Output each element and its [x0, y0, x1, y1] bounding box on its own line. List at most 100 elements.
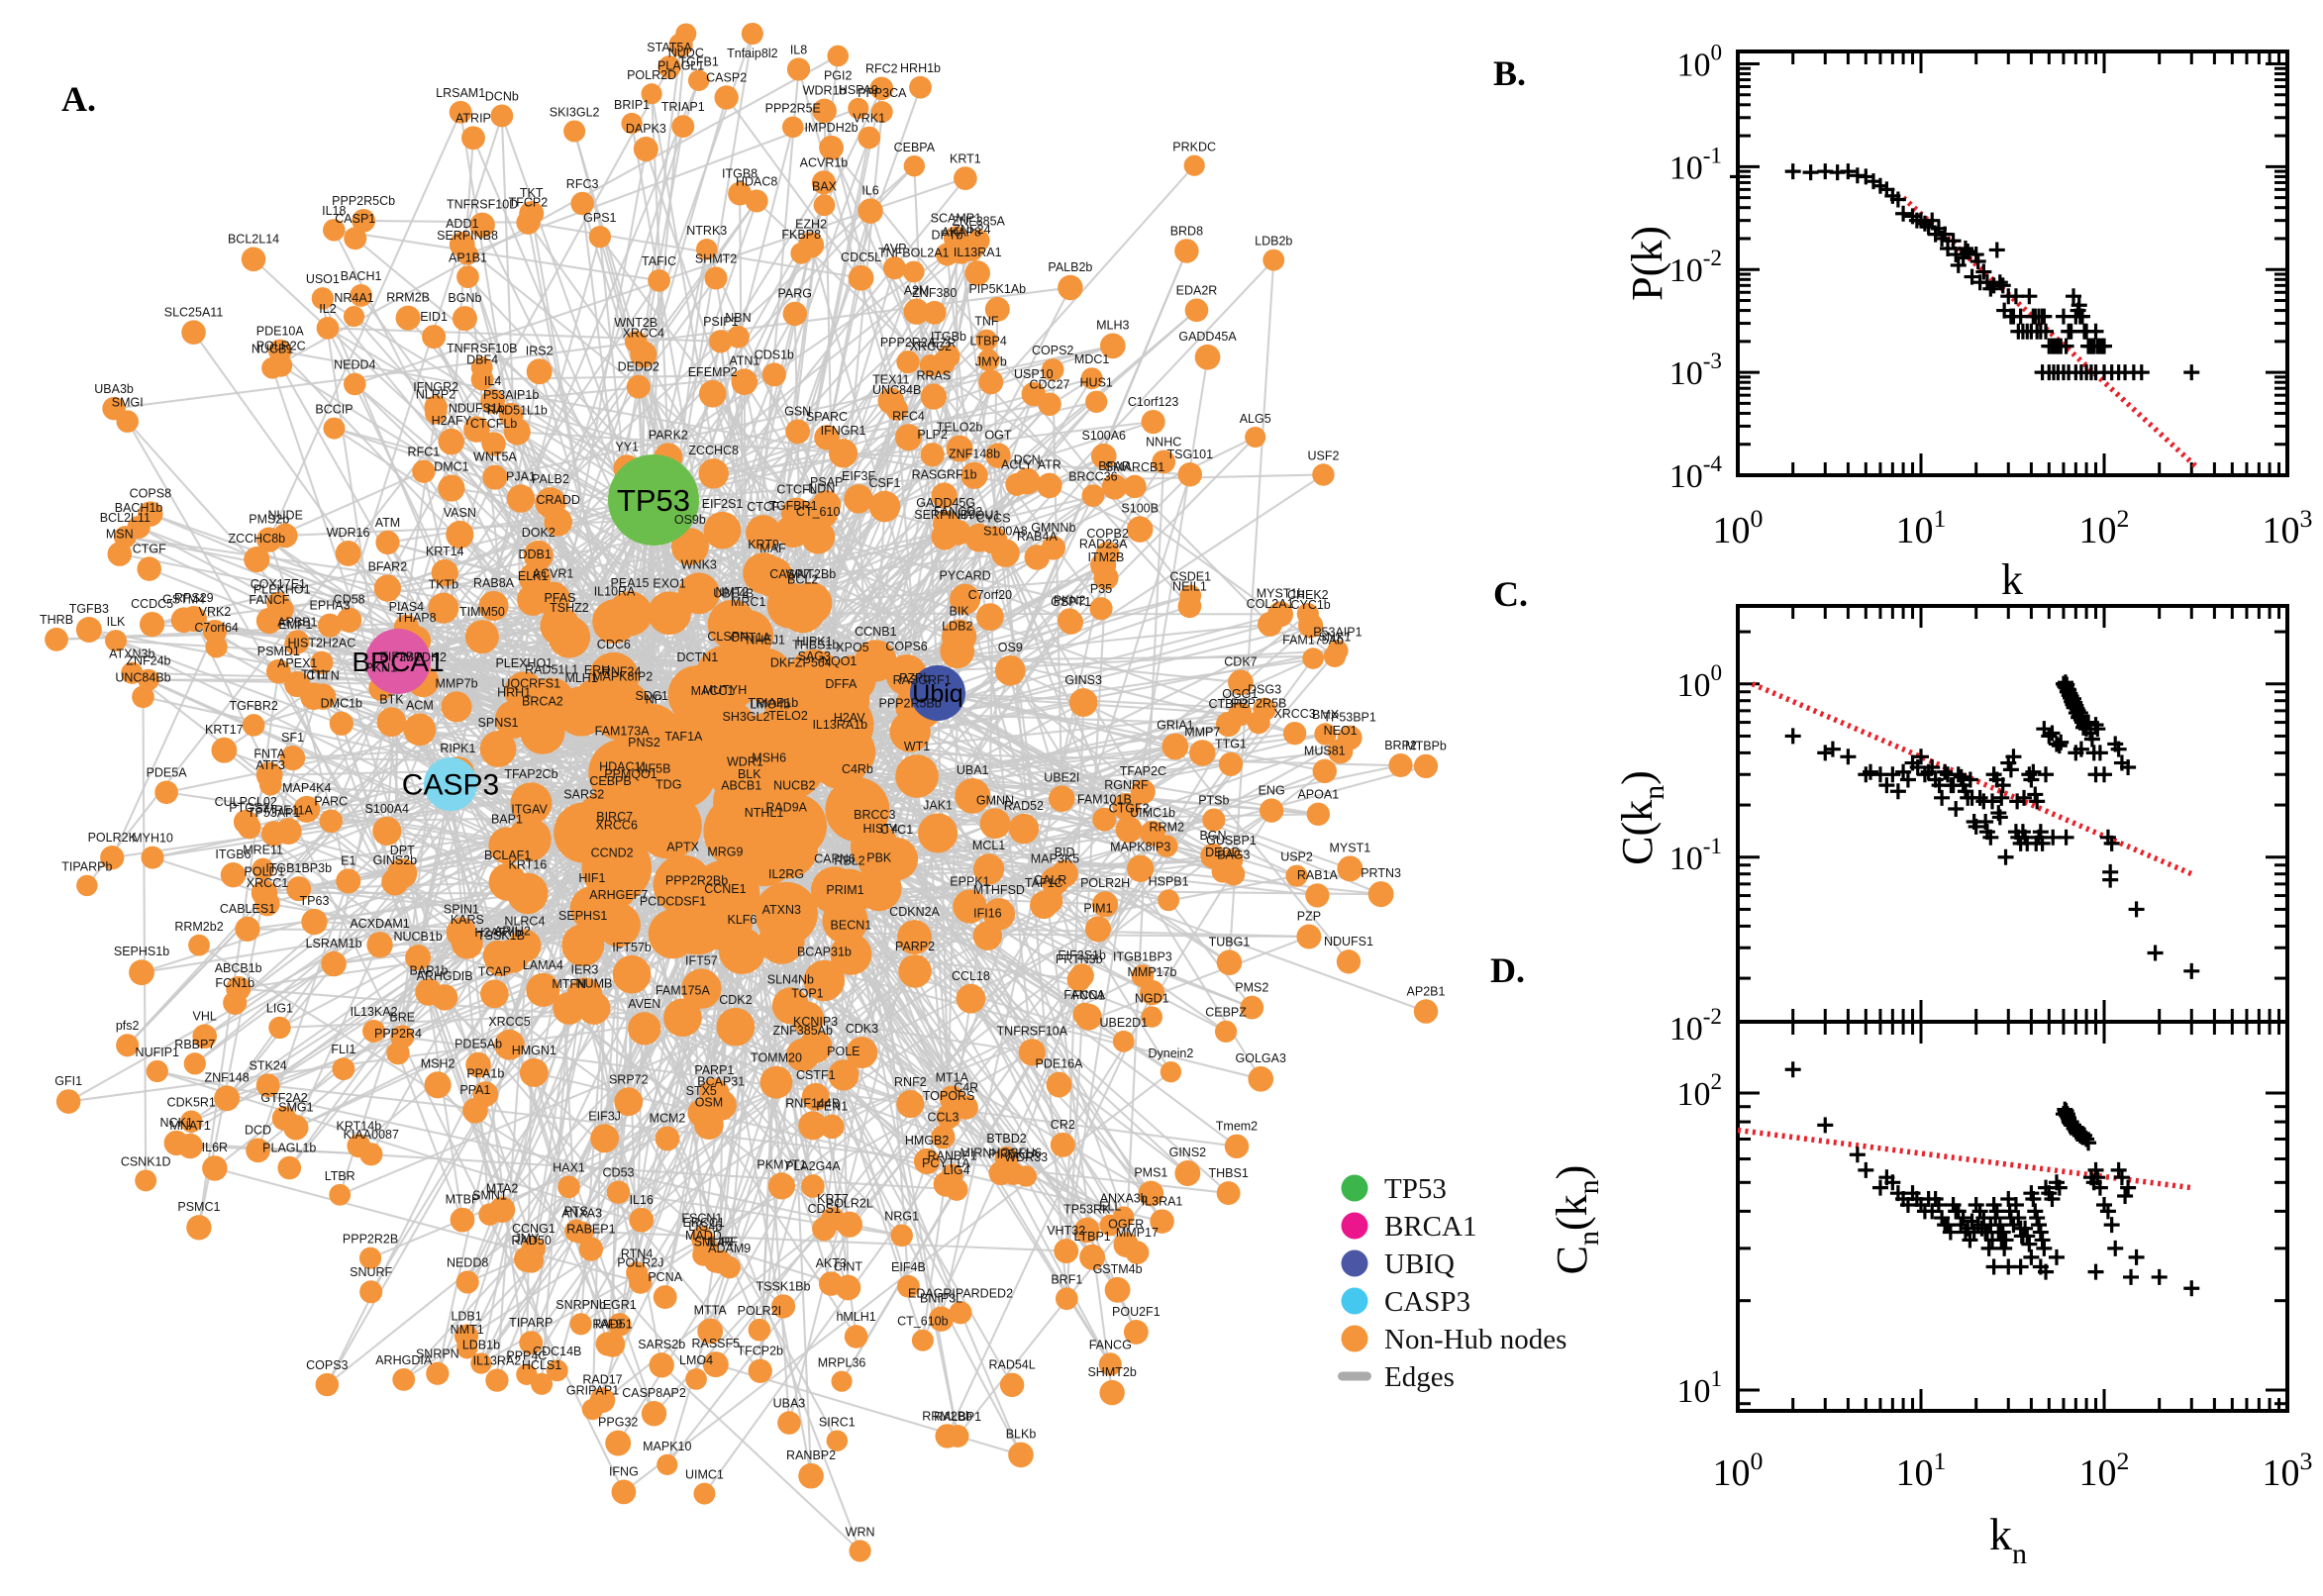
gene-node — [1312, 463, 1335, 486]
gene-label: XRCC3 — [1273, 707, 1315, 721]
network-edge — [363, 219, 529, 224]
gene-node — [1194, 344, 1221, 370]
plot-frame — [1736, 50, 2289, 477]
gene-label: ERCC1 — [683, 1216, 725, 1230]
gene-label: C1orf123 — [1128, 395, 1178, 409]
gene-label: ALG5 — [1240, 412, 1271, 426]
gene-node — [1092, 807, 1117, 832]
gene-label: BTK — [379, 692, 404, 706]
gene-label: CCNG1 — [512, 1222, 556, 1236]
network-edge — [1174, 746, 1350, 962]
gene-label: GADD45G — [916, 496, 975, 510]
gene-label: RRAS — [916, 368, 951, 382]
gene-label: RGNRF — [1104, 778, 1149, 792]
gene-label: PDE5A — [147, 765, 188, 779]
gene-node — [798, 1462, 824, 1489]
gene-label: DPTb — [932, 228, 963, 242]
gene-node — [1218, 751, 1244, 776]
gene-label: PLAGL1 — [657, 58, 704, 72]
gene-node — [855, 640, 897, 682]
gene-node — [811, 170, 837, 195]
data-point — [2099, 1203, 2116, 1220]
gene-label: TKT — [520, 186, 544, 200]
gene-label: GSTM4b — [1093, 1262, 1143, 1276]
gene-label: CRADD — [536, 493, 579, 507]
gene-node — [812, 490, 842, 520]
gene-node — [1302, 648, 1324, 669]
gene-label: SMARCB1 — [1105, 460, 1164, 474]
gene-node — [931, 1125, 956, 1149]
network-edge — [528, 221, 861, 279]
gene-label: IFT57b — [612, 941, 652, 954]
gene-label: JMY — [514, 1232, 540, 1246]
gene-node — [1216, 949, 1243, 975]
gene-label: C7orf64 — [194, 621, 239, 635]
data-point — [2029, 1210, 2046, 1227]
gene-label: ATXN3b — [109, 648, 154, 661]
gene-node — [265, 658, 291, 684]
gene-label: XRCC4 — [623, 326, 664, 340]
gene-label: ZNF148 — [205, 1070, 250, 1084]
gene-label: SPIN1 — [444, 903, 479, 917]
gene-node — [510, 782, 553, 825]
data-point — [2128, 901, 2145, 918]
network-edge — [937, 692, 1142, 870]
gene-node — [1214, 1020, 1238, 1043]
gene-node — [1095, 541, 1120, 565]
gene-label: ARHGEF7 — [589, 888, 648, 902]
gene-label: NTHL1 — [745, 806, 784, 820]
gene-label: ITM2B — [1088, 550, 1125, 564]
gene-label: MSN — [106, 527, 134, 541]
gene-label: RFC2 — [865, 62, 898, 76]
gene-label: PIM1 — [1083, 901, 1112, 915]
gene-node — [372, 816, 402, 847]
gene-node — [858, 126, 881, 150]
gene-label: THRB — [40, 613, 73, 627]
gene-node — [964, 260, 990, 286]
gene-label: ENG — [1259, 783, 1285, 797]
gene-node — [909, 75, 932, 99]
gene-label: FKBP8 — [781, 228, 821, 242]
gene-label: RRM2Bb — [922, 1409, 972, 1423]
data-point — [1930, 1197, 1947, 1214]
gene-label: KRT17 — [205, 723, 244, 737]
gene-label: UBA3b — [94, 382, 134, 396]
gene-label: RAD9A — [765, 801, 807, 815]
gene-node — [902, 260, 925, 283]
gene-label: P53AIP1 — [1313, 625, 1362, 639]
gene-node — [812, 98, 837, 124]
data-point — [2048, 1248, 2065, 1265]
legend-item-non-hub-nodes: Non-Hub nodes — [1341, 1324, 1566, 1355]
network-edge — [1228, 259, 1275, 963]
gene-label: APEX1 — [277, 656, 317, 670]
gene-label: TFCP2b — [737, 1345, 783, 1358]
gene-label: SERPINB9 — [914, 508, 975, 522]
gene-node — [181, 320, 206, 345]
data-point — [1937, 763, 1954, 780]
gene-node — [848, 264, 874, 291]
gene-label: IFT57 — [685, 953, 718, 967]
gene-node — [911, 1329, 934, 1351]
gene-node — [956, 983, 986, 1014]
gene-label: AKT3 — [816, 1256, 847, 1270]
gene-label: PSAP — [810, 475, 843, 489]
gene-label: GINS2 — [1169, 1146, 1207, 1159]
gene-label: CDC27 — [1029, 377, 1069, 391]
gene-label: MAF — [759, 542, 786, 555]
gene-label: MAPK10 — [643, 1440, 691, 1453]
gene-label: WNT2B — [614, 316, 657, 330]
gene-label: PSMD1 — [257, 645, 300, 658]
network-edge — [480, 1051, 1033, 1364]
gene-node — [641, 1401, 667, 1427]
gene-label: MAP4K4 — [282, 781, 331, 795]
gene-node — [386, 1042, 410, 1065]
gene-label: MIRNHOSFH6 — [960, 1147, 1042, 1160]
network-edge — [393, 660, 400, 882]
gene-label: PARP1 — [694, 1063, 734, 1077]
gene-node — [246, 1138, 270, 1163]
gene-label: PIP5K1Ab — [968, 282, 1026, 296]
gene-label: LTBP4 — [970, 335, 1007, 349]
gene-node — [311, 287, 335, 310]
gene-node — [1262, 249, 1285, 271]
gene-label: PTSb — [1198, 794, 1229, 808]
